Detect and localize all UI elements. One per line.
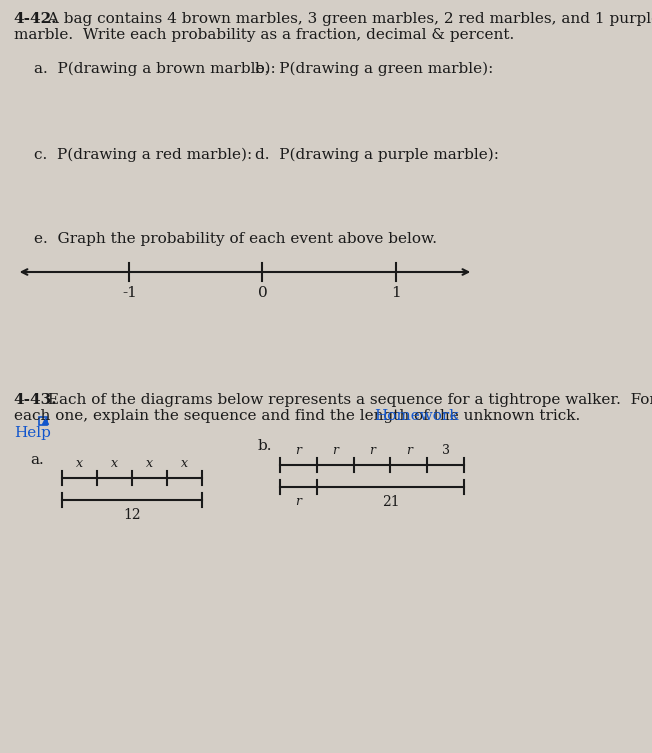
Text: 4-42.: 4-42.	[14, 12, 57, 26]
Text: 0: 0	[258, 286, 267, 300]
Text: x: x	[146, 457, 153, 470]
Text: 21: 21	[381, 495, 399, 509]
Text: x: x	[111, 457, 118, 470]
Text: A bag contains 4 brown marbles, 3 green marbles, 2 red marbles, and 1 purple: A bag contains 4 brown marbles, 3 green …	[44, 12, 652, 26]
Text: marble.  Write each probability as a fraction, decimal & percent.: marble. Write each probability as a frac…	[14, 28, 514, 42]
Text: -1: -1	[122, 286, 137, 300]
Text: 12: 12	[123, 508, 141, 522]
Text: each one, explain the sequence and find the length of the unknown trick.: each one, explain the sequence and find …	[14, 409, 589, 423]
Text: 1: 1	[391, 286, 400, 300]
Text: x: x	[181, 457, 188, 470]
Text: a.  P(drawing a brown marble):: a. P(drawing a brown marble):	[35, 62, 276, 76]
Text: c.  P(drawing a red marble):: c. P(drawing a red marble):	[35, 148, 252, 163]
Text: r: r	[295, 444, 301, 457]
Text: Homework: Homework	[374, 409, 459, 423]
Text: b.: b.	[257, 439, 272, 453]
Text: a.: a.	[31, 453, 44, 467]
Text: r: r	[406, 444, 412, 457]
Text: e.  Graph the probability of each event above below.: e. Graph the probability of each event a…	[35, 232, 437, 246]
Text: 3: 3	[441, 444, 450, 457]
Text: Each of the diagrams below represents a sequence for a tightrope walker.  For: Each of the diagrams below represents a …	[44, 393, 652, 407]
Text: r: r	[295, 495, 301, 508]
Text: 4-43.: 4-43.	[14, 393, 57, 407]
Text: r: r	[332, 444, 338, 457]
Text: x: x	[76, 457, 83, 470]
Text: d.  P(drawing a purple marble):: d. P(drawing a purple marble):	[255, 148, 499, 163]
Text: r: r	[369, 444, 375, 457]
Text: b.  P(drawing a green marble):: b. P(drawing a green marble):	[255, 62, 493, 76]
Text: Help: Help	[14, 426, 51, 440]
